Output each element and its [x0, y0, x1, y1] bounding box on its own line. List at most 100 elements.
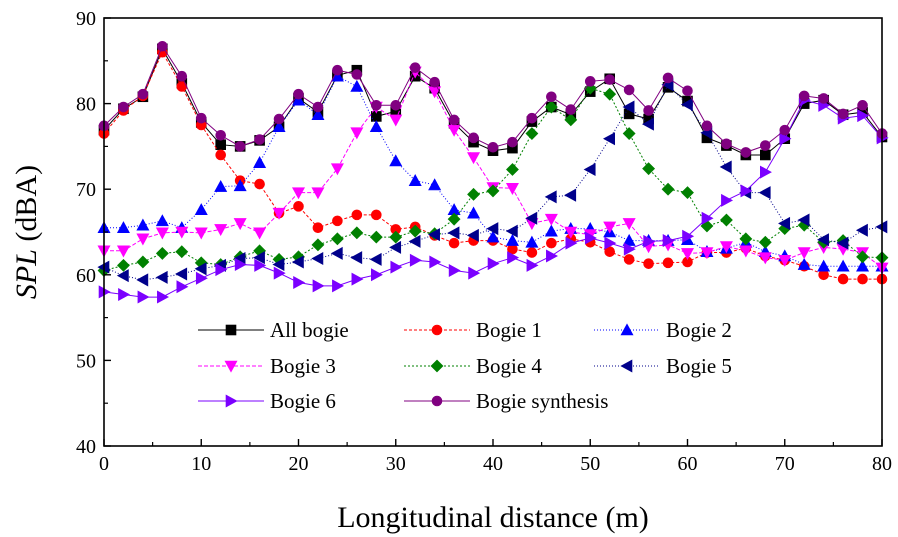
data-point: [778, 254, 792, 267]
data-point: [525, 211, 538, 225]
data-point: [466, 228, 479, 242]
data-point: [758, 235, 772, 249]
data-point: [311, 252, 324, 266]
data-point: [408, 234, 421, 248]
data-point: [546, 91, 557, 103]
data-point: [408, 224, 422, 238]
data-point: [137, 290, 150, 304]
data-point: [409, 253, 422, 267]
data-point: [721, 138, 732, 150]
data-point: [389, 154, 403, 167]
data-point: [739, 245, 753, 258]
data-point: [622, 218, 636, 231]
data-point: [194, 227, 208, 240]
data-point: [857, 273, 868, 285]
data-point: [252, 251, 265, 265]
data-point: [641, 117, 654, 131]
data-point: [409, 62, 421, 73]
legend-marker-swatch: [431, 324, 443, 336]
data-point: [719, 160, 732, 174]
x-tick-label: 60: [678, 453, 698, 475]
data-point: [447, 226, 460, 240]
data-point: [603, 87, 617, 101]
data-point: [856, 259, 870, 272]
data-point: [214, 224, 228, 237]
data-point: [311, 238, 325, 252]
data-point: [233, 218, 247, 231]
data-point: [370, 209, 382, 221]
data-point: [136, 218, 150, 231]
data-point: [351, 69, 363, 80]
x-axis-title: Longitudinal distance (m): [337, 501, 649, 534]
data-point: [468, 266, 481, 280]
data-point: [234, 258, 247, 272]
data-point: [117, 258, 130, 272]
data-point: [137, 88, 149, 100]
series-bogie-4: [97, 81, 889, 277]
data-point: [662, 234, 675, 248]
data-point: [622, 100, 635, 114]
data-point: [291, 187, 306, 200]
data-point: [351, 209, 363, 221]
data-point: [118, 287, 131, 301]
series-bogie-synthesis: [98, 40, 888, 158]
data-point: [332, 215, 343, 227]
data-point: [233, 179, 247, 192]
data-point: [369, 230, 383, 244]
data-point: [565, 104, 577, 115]
data-point: [194, 203, 208, 216]
y-tick-label: 40: [76, 436, 96, 458]
data-point: [817, 233, 829, 247]
data-point: [642, 162, 656, 176]
data-point: [330, 163, 344, 176]
data-point: [526, 112, 538, 124]
data-point: [389, 240, 402, 254]
legend-label: Bogie 2: [666, 318, 732, 342]
legend-item: Bogie 6: [198, 389, 336, 413]
data-point: [389, 114, 403, 127]
data-point: [603, 221, 617, 234]
data-point: [643, 258, 654, 269]
data-point: [856, 250, 869, 264]
x-tick-label: 20: [289, 453, 309, 475]
x-tick-label: 40: [483, 453, 503, 475]
data-point: [350, 127, 364, 140]
data-point: [623, 84, 635, 96]
data-point: [155, 270, 168, 284]
legend: All bogie Bogie 1 Bogie 2 Bogie 3 Bogie 4 Bog…: [198, 318, 732, 413]
data-point: [836, 236, 849, 250]
data-point: [719, 213, 733, 227]
data-point: [390, 100, 402, 111]
data-point: [254, 178, 265, 190]
data-point: [798, 90, 810, 102]
data-point: [857, 100, 868, 111]
data-point: [253, 156, 267, 168]
data-point: [779, 124, 791, 136]
y-tick-label: 80: [76, 94, 96, 116]
data-point: [701, 120, 713, 132]
data-point: [836, 259, 850, 272]
data-point: [448, 237, 460, 249]
data-point: [447, 212, 461, 226]
data-point: [818, 93, 829, 104]
legend-item: Bogie 1: [404, 318, 542, 342]
data-point: [273, 113, 285, 125]
data-point: [408, 174, 422, 186]
data-point: [253, 227, 267, 240]
data-point: [429, 76, 440, 88]
data-point: [370, 268, 383, 282]
data-point: [837, 273, 849, 285]
data-point: [293, 275, 306, 290]
data-point: [506, 163, 519, 176]
data-point: [623, 254, 635, 265]
data-point: [195, 112, 207, 124]
data-point: [740, 147, 752, 158]
data-point: [467, 187, 480, 201]
data-point: [758, 252, 772, 265]
data-point: [369, 120, 383, 133]
data-point: [797, 257, 811, 270]
x-tick-label: 80: [872, 453, 892, 475]
data-point: [312, 279, 325, 293]
data-point: [447, 124, 461, 137]
